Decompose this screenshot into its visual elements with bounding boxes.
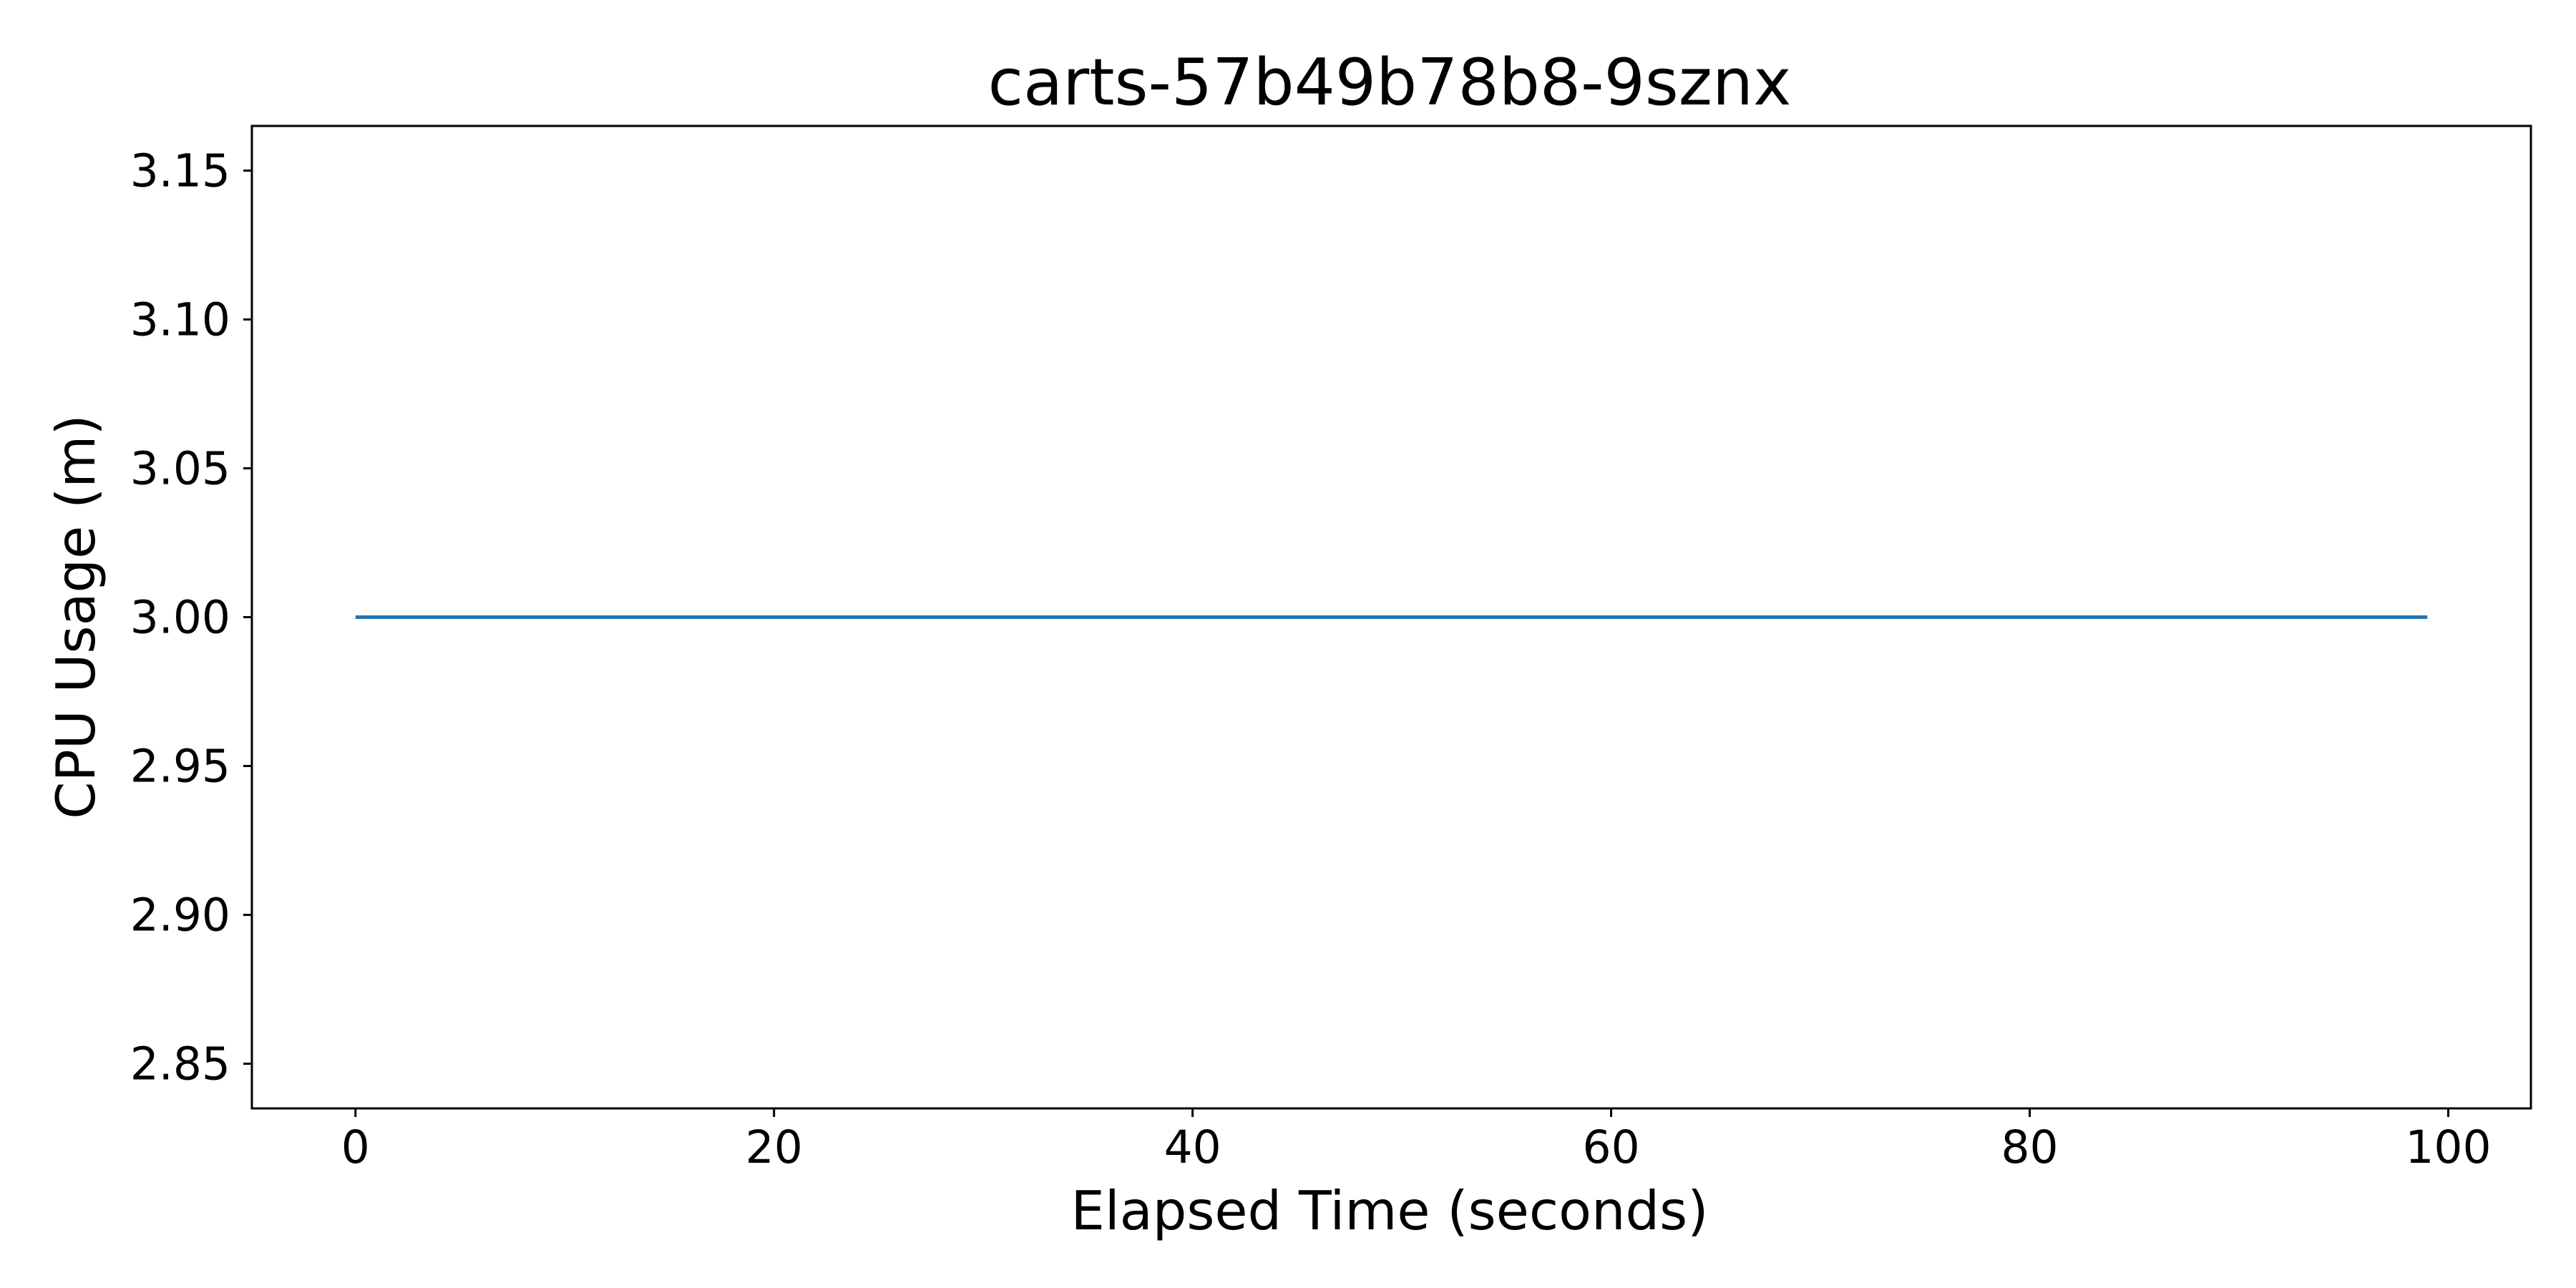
y-tick-label: 2.85 [130,1038,230,1091]
y-axis-label: CPU Usage (m) [44,414,107,819]
x-tick-label: 100 [2405,1121,2491,1174]
x-tick-label: 0 [341,1121,370,1174]
y-tick-label: 3.10 [130,293,230,346]
x-axis: 0 20 40 60 80 100 [341,1108,2492,1174]
x-tick-label: 80 [2001,1121,2058,1174]
x-tick-label: 60 [1583,1121,1640,1174]
y-axis: 2.85 2.90 2.95 3.00 3.05 3.10 3.15 [130,145,252,1091]
y-tick-label: 2.95 [130,741,230,793]
x-tick-label: 20 [746,1121,803,1174]
y-tick-label: 2.90 [130,889,230,942]
y-tick-label: 3.05 [130,442,230,494]
x-axis-label: Elapsed Time (seconds) [1071,1179,1709,1242]
chart-title: carts-57b49b78b8-9sznx [988,45,1792,120]
x-tick-label: 40 [1164,1121,1221,1174]
y-tick-label: 3.15 [130,145,230,197]
y-tick-label: 3.00 [130,592,230,644]
